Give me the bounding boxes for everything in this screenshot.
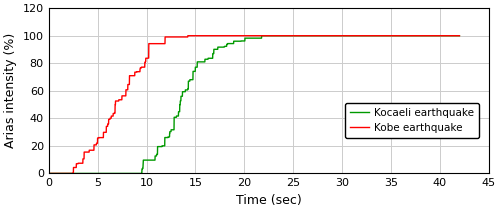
Kocaeli earthquake: [456, 34, 462, 37]
Kobe earthquake: [404, 34, 410, 37]
Kobe earthquake: [46, 172, 52, 175]
Y-axis label: Arias intensity (%): Arias intensity (%): [4, 33, 17, 148]
Legend: Kocaeli earthquake, Kobe earthquake: Kocaeli earthquake, Kobe earthquake: [345, 103, 479, 138]
Kocaeli earthquake: [117, 172, 123, 175]
Kocaeli earthquake: [203, 58, 209, 61]
Kocaeli earthquake: [221, 46, 227, 48]
Kobe earthquake: [456, 34, 462, 37]
Line: Kobe earthquake: Kobe earthquake: [48, 36, 460, 173]
Kobe earthquake: [221, 34, 227, 37]
Kocaeli earthquake: [404, 34, 410, 37]
Line: Kocaeli earthquake: Kocaeli earthquake: [48, 36, 460, 173]
Kocaeli earthquake: [258, 34, 264, 37]
Kobe earthquake: [185, 34, 191, 37]
X-axis label: Time (sec): Time (sec): [236, 194, 302, 207]
Kocaeli earthquake: [46, 172, 52, 175]
Kobe earthquake: [117, 99, 123, 101]
Kocaeli earthquake: [448, 34, 454, 37]
Kobe earthquake: [448, 34, 454, 37]
Kobe earthquake: [92, 144, 98, 146]
Kobe earthquake: [204, 34, 210, 37]
Kocaeli earthquake: [92, 172, 98, 175]
